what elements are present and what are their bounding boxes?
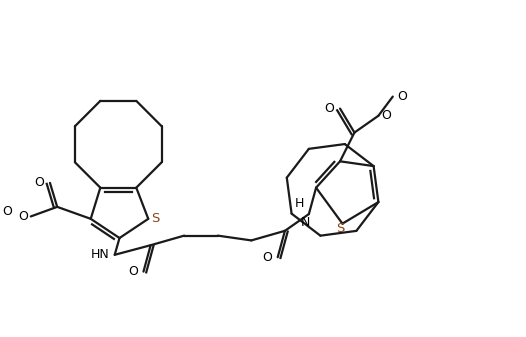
Text: O: O bbox=[2, 205, 12, 218]
Text: S: S bbox=[151, 212, 160, 225]
Text: O: O bbox=[34, 176, 44, 189]
Text: H: H bbox=[295, 197, 304, 210]
Text: O: O bbox=[128, 265, 138, 278]
Text: O: O bbox=[325, 102, 335, 115]
Text: O: O bbox=[398, 90, 408, 103]
Text: N: N bbox=[300, 216, 310, 229]
Text: O: O bbox=[18, 210, 28, 223]
Text: O: O bbox=[262, 251, 272, 264]
Text: HN: HN bbox=[91, 248, 110, 261]
Text: O: O bbox=[381, 109, 391, 122]
Text: S: S bbox=[336, 222, 344, 235]
